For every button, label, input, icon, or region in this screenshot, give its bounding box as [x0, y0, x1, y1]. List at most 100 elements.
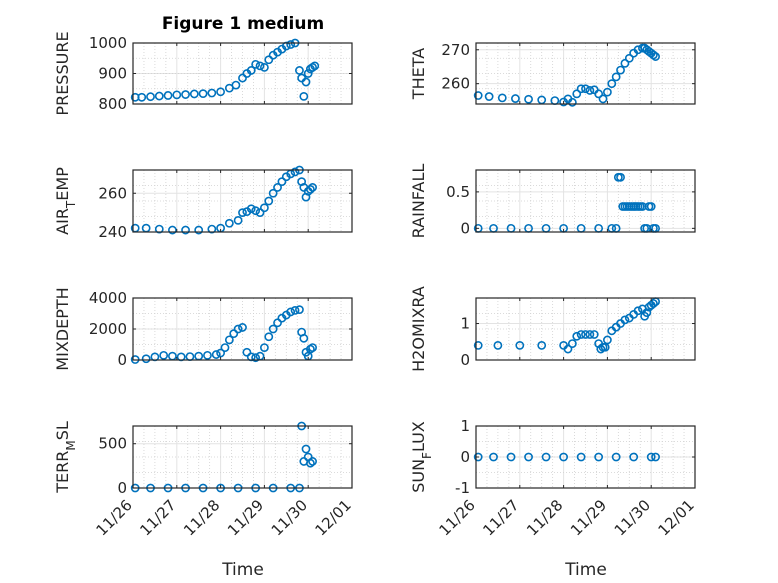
data-point	[224, 335, 234, 345]
data-point	[264, 55, 274, 65]
data-point	[194, 225, 204, 235]
y-tick-label: 270	[441, 41, 470, 59]
data-point	[224, 218, 234, 228]
data-point	[255, 61, 265, 71]
data-point	[146, 92, 155, 102]
y-tick-label: 0	[460, 448, 470, 466]
data-point	[611, 72, 621, 82]
data-point	[629, 452, 639, 462]
y-tick-label: 0	[460, 219, 470, 237]
y-tick-label: 500	[98, 435, 127, 453]
x-tick-label: 11/29	[567, 496, 610, 539]
data-point	[286, 40, 296, 49]
x-tick-label: 11/26	[93, 496, 136, 539]
y-tick-label: 0.5	[446, 183, 470, 201]
data-point	[246, 204, 256, 214]
data-point	[238, 323, 247, 332]
data-point	[189, 89, 199, 99]
x-tick-label: 11/27	[136, 496, 179, 539]
data-point	[308, 183, 317, 192]
axes-box	[475, 297, 696, 361]
data-point	[172, 90, 182, 100]
data-point	[620, 58, 630, 68]
data-point	[216, 87, 225, 97]
data-point	[299, 91, 309, 101]
axes-box	[132, 425, 353, 489]
y-tick-label: 800	[98, 95, 127, 113]
data-point	[305, 184, 315, 194]
axes-box	[475, 42, 696, 105]
data-point	[220, 343, 230, 352]
y-axis-label: AIRTEMP	[53, 167, 78, 235]
y-tick-label: 1	[460, 315, 470, 333]
y-axis-label: SUNFLUX	[409, 421, 434, 493]
data-point	[511, 94, 520, 103]
y-axis-label: MIXDEPTH	[53, 287, 72, 370]
data-point	[303, 69, 313, 78]
data-point	[541, 452, 551, 462]
data-point	[603, 335, 612, 345]
data-point	[524, 452, 533, 462]
data-point	[581, 330, 590, 339]
data-point	[596, 344, 606, 354]
y-tick-label: 260	[441, 75, 470, 93]
data-point	[211, 350, 221, 359]
y-axis-label: PRESSURE	[53, 31, 72, 115]
x-tick-label: 12/01	[655, 496, 698, 539]
data-point	[246, 66, 256, 75]
data-point	[607, 79, 617, 89]
data-point	[207, 88, 217, 98]
figure-title: Figure 1 medium	[162, 14, 324, 34]
data-point	[238, 73, 247, 83]
data-point	[576, 330, 586, 339]
data-point	[259, 63, 269, 72]
data-point	[242, 347, 252, 357]
subplot-air-temp: 240 260 AIRTEMP	[53, 165, 353, 241]
data-point	[598, 94, 608, 104]
data-point	[576, 84, 586, 94]
data-point	[616, 65, 625, 75]
y-axis-label: THETA	[409, 48, 428, 100]
data-point	[141, 354, 151, 364]
data-point	[207, 224, 217, 234]
axes-box	[475, 169, 696, 233]
subplot-h2omixra: 0 1 H2OMIXRA	[409, 286, 696, 372]
y-axis-label: RAINFALL	[409, 164, 428, 239]
data-point	[301, 77, 311, 87]
x-tick-label: 11/29	[224, 496, 267, 539]
data-point	[299, 333, 309, 343]
data-point	[576, 452, 586, 462]
data-point	[268, 324, 278, 334]
data-point	[264, 332, 274, 342]
data-point	[648, 50, 658, 60]
x-tick-label: 11/30	[611, 496, 654, 539]
data-point	[473, 452, 483, 462]
subplot-mixdepth: 0 2000 4000 MIXDEPTH	[53, 287, 353, 371]
data-point	[238, 208, 247, 218]
y-tick-label: 0	[117, 351, 127, 369]
data-point	[594, 452, 604, 462]
data-point	[524, 94, 533, 104]
x-tick-label: 11/28	[180, 496, 223, 539]
x-tick-label: 11/26	[436, 496, 479, 539]
data-point	[642, 308, 652, 317]
data-point	[585, 330, 595, 339]
data-point	[616, 172, 625, 182]
data-point	[585, 86, 595, 95]
data-point	[233, 215, 243, 225]
data-point	[603, 87, 612, 97]
data-point	[620, 315, 630, 325]
data-point	[651, 452, 660, 462]
data-point	[497, 93, 507, 103]
data-point	[646, 202, 656, 211]
data-point	[567, 339, 577, 348]
data-point	[277, 177, 287, 187]
data-point	[305, 458, 315, 468]
data-point	[198, 89, 208, 99]
data-point	[594, 89, 604, 99]
data-point	[181, 90, 190, 99]
data-point	[229, 329, 239, 339]
y-axis-label-subscript: F	[420, 452, 434, 459]
data-point	[646, 452, 656, 462]
